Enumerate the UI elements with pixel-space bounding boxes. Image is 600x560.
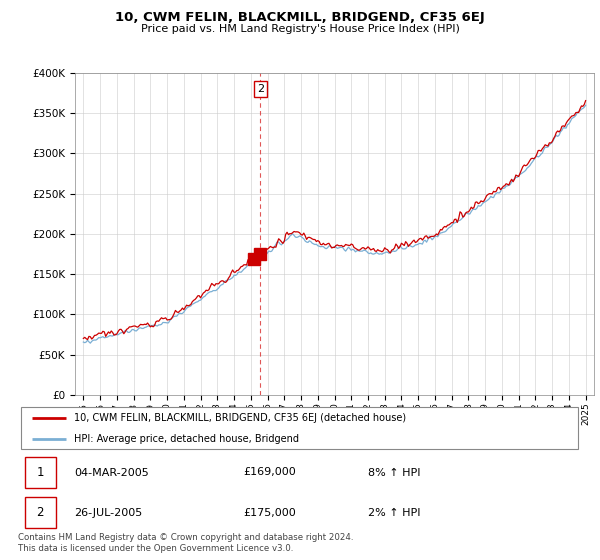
Text: 10, CWM FELIN, BLACKMILL, BRIDGEND, CF35 6EJ (detached house): 10, CWM FELIN, BLACKMILL, BRIDGEND, CF35… [74, 413, 407, 423]
Text: £169,000: £169,000 [244, 468, 296, 478]
Text: 8% ↑ HPI: 8% ↑ HPI [368, 468, 420, 478]
Text: 2: 2 [37, 506, 44, 519]
Text: Price paid vs. HM Land Registry's House Price Index (HPI): Price paid vs. HM Land Registry's House … [140, 24, 460, 34]
FancyBboxPatch shape [25, 456, 56, 488]
Text: 2: 2 [257, 84, 264, 94]
Text: £175,000: £175,000 [244, 507, 296, 517]
Text: 2% ↑ HPI: 2% ↑ HPI [368, 507, 420, 517]
Text: HPI: Average price, detached house, Bridgend: HPI: Average price, detached house, Brid… [74, 434, 299, 444]
FancyBboxPatch shape [25, 497, 56, 529]
Text: 26-JUL-2005: 26-JUL-2005 [74, 507, 143, 517]
Text: Contains HM Land Registry data © Crown copyright and database right 2024.
This d: Contains HM Land Registry data © Crown c… [18, 533, 353, 553]
FancyBboxPatch shape [21, 407, 578, 449]
Text: 04-MAR-2005: 04-MAR-2005 [74, 468, 149, 478]
Text: 1: 1 [37, 466, 44, 479]
Text: 10, CWM FELIN, BLACKMILL, BRIDGEND, CF35 6EJ: 10, CWM FELIN, BLACKMILL, BRIDGEND, CF35… [115, 11, 485, 24]
